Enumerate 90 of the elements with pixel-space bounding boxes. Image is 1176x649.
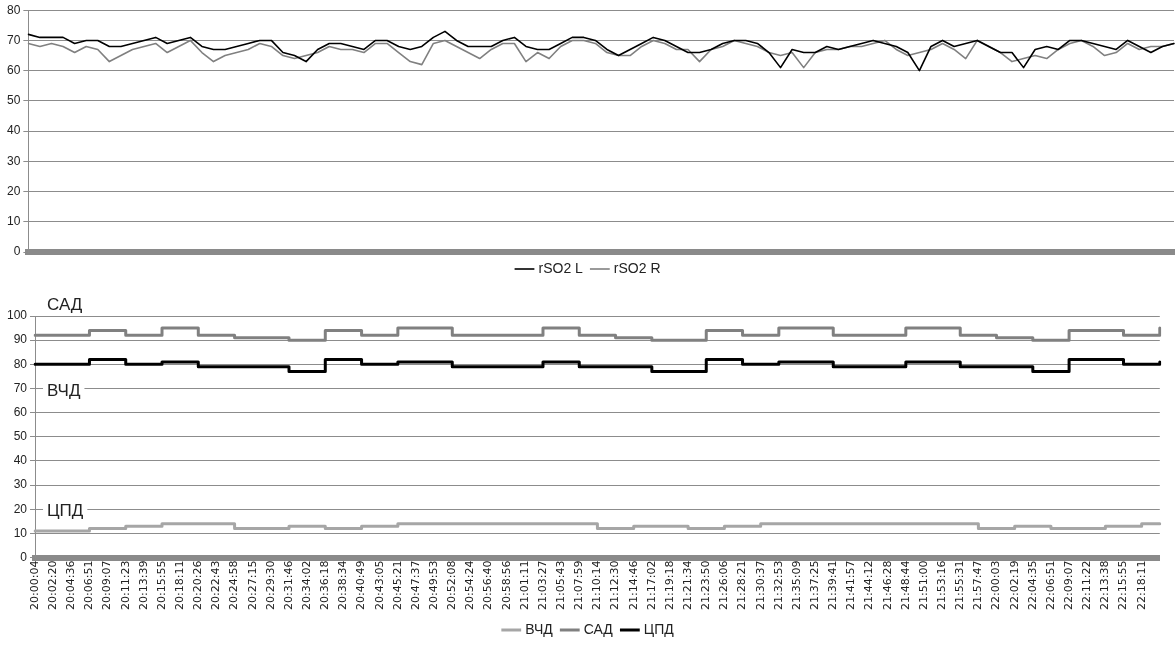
x-tick-label: 21:53:16 [934, 560, 948, 610]
x-tick-label: 22:13:38 [1098, 560, 1112, 610]
x-tick-label: 20:02:20 [46, 560, 60, 610]
x-tick-label: 20:56:40 [481, 560, 495, 610]
y-tick-label: 40 [13, 453, 28, 468]
x-tick-label: 20:47:37 [408, 560, 422, 610]
x-tick-label: 20:15:55 [154, 560, 168, 610]
x-tick-label: 20:58:56 [499, 560, 513, 610]
x-tick-label: 21:14:46 [626, 560, 640, 610]
x-tick-label: 20:49:53 [427, 560, 440, 610]
x-tick-label: 21:23:50 [699, 560, 713, 610]
x-tick-label: 20:29:30 [263, 560, 277, 610]
x-tick-label: 20:38:34 [336, 560, 350, 610]
x-tick-label: 20:11:23 [118, 560, 132, 610]
x-tick-label: 21:37:25 [807, 560, 821, 610]
y-tick-label: 60 [13, 404, 28, 419]
y-tick-label: 70 [13, 380, 28, 395]
x-tick-label: 20:36:18 [318, 560, 332, 610]
x-tick-label: 20:54:24 [463, 560, 477, 610]
y-tick-label: 10 [13, 525, 28, 540]
x-tick-label: 21:28:21 [735, 560, 749, 610]
x-tick-label: 21:57:47 [971, 560, 985, 610]
y-tick-label: 90 [13, 332, 28, 347]
x-tick-label: 21:51:00 [916, 560, 930, 610]
legend-label: rSO2 L [538, 259, 584, 276]
y-tick-label: 80 [13, 356, 28, 371]
x-tick-label: 22:15:55 [1116, 560, 1130, 610]
x-tick-label: 20:24:58 [227, 560, 241, 610]
y-tick-label: 40 [6, 123, 21, 138]
y-tick-label: 60 [6, 62, 21, 77]
x-tick-label: 22:06:51 [1043, 560, 1057, 610]
x-tick-label: 22:02:19 [1007, 560, 1021, 610]
x-tick-label: 21:39:41 [826, 560, 840, 610]
legend-label: САД [583, 620, 614, 637]
y-tick-label: 0 [20, 549, 28, 564]
x-tick-label: 21:05:43 [553, 560, 567, 610]
x-tick-label: 21:46:28 [880, 560, 894, 610]
x-tick-label: 21:12:30 [608, 560, 622, 610]
x-tick-label: 20:06:51 [82, 560, 96, 610]
x-tick-label: 20:04:36 [64, 560, 78, 610]
y-tick-label: 50 [13, 429, 28, 444]
y-tick-label: 80 [6, 2, 21, 17]
x-tick-label: 22:18:11 [1134, 560, 1148, 610]
x-tick-label: 20:13:39 [136, 560, 150, 610]
x-tick-label: 21:21:34 [680, 560, 694, 610]
x-tick-label: 21:19:18 [662, 560, 676, 610]
y-tick-label: 100 [6, 308, 28, 323]
legend-label: ВЧД [525, 620, 554, 637]
y-tick-label: 0 [13, 244, 21, 259]
x-tick-label: 20:09:07 [100, 560, 114, 610]
y-tick-label: 10 [6, 214, 21, 229]
x-tick-label: 21:32:53 [771, 560, 785, 610]
x-tick-label: 21:35:09 [789, 560, 803, 610]
y-tick-label: 30 [6, 153, 21, 168]
x-tick-label: 22:00:03 [989, 560, 1003, 610]
x-tick-label: 21:03:27 [535, 560, 549, 610]
x-tick-label: 20:31:46 [281, 560, 295, 610]
x-tick-label: 21:10:14 [590, 560, 604, 610]
y-tick-label: 50 [6, 93, 21, 108]
annotation: ВЧД [47, 380, 81, 400]
x-tick-label: 21:26:06 [717, 560, 731, 610]
x-tick-label: 22:11:22 [1080, 560, 1094, 610]
x-tick-label: 20:22:43 [209, 560, 223, 610]
x-tick-label: 20:27:15 [245, 560, 259, 610]
x-tick-label: 21:55:31 [953, 560, 967, 610]
x-tick-label: 21:01:11 [517, 560, 531, 610]
x-tick-label: 22:09:07 [1061, 560, 1075, 610]
y-tick-label: 20 [6, 183, 21, 198]
text: САД [47, 294, 83, 314]
x-tick-label: 21:48:44 [898, 560, 912, 610]
x-tick-label: 20:45:21 [390, 560, 404, 610]
x-tick-label: 20:20:26 [191, 560, 205, 610]
x-tick-label: 20:00:04 [27, 560, 41, 610]
x-tick-label: 21:17:02 [644, 560, 658, 610]
x-tick-label: 20:34:02 [300, 560, 313, 610]
x-tick-label: 21:41:57 [844, 560, 858, 610]
x-tick-label: 21:30:37 [753, 560, 767, 610]
x-tick-label: 20:52:08 [445, 560, 459, 610]
x-tick-label: 21:07:59 [572, 560, 586, 610]
x-tick-label: 20:43:05 [372, 560, 386, 610]
x-tick-label: 22:04:35 [1025, 560, 1039, 610]
legend-label: rSO2 R [613, 259, 661, 276]
x-tick-label: 20:18:11 [173, 560, 187, 610]
y-tick-label: 20 [13, 501, 28, 516]
y-tick-label: 70 [6, 32, 21, 47]
x-tick-label: 20:40:49 [354, 560, 368, 610]
legend-label: ЦПД [643, 620, 675, 637]
x-tick-label: 21:44:12 [862, 560, 876, 610]
y-tick-label: 30 [13, 477, 28, 492]
annotation: ЦПД [47, 501, 84, 521]
